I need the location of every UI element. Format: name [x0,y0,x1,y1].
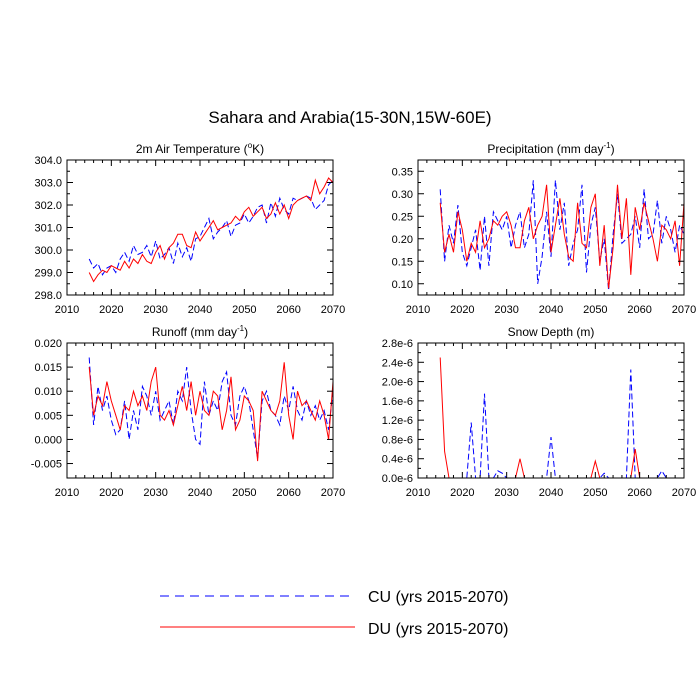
snow-depth-x-tick-label: 2030 [494,487,518,499]
snow-depth-x-tick-label: 2070 [672,487,696,499]
temperature-x-tick-label: 2060 [276,304,300,316]
temperature-panel: 2m Air Temperature (oK) 2010 2020 2030 2040 2… [34,141,345,316]
temperature-x-tick-label: 2050 [232,304,256,316]
precipitation-x-tick-label: 2030 [494,304,518,316]
snow-depth-y-tick-label: 0.0e-6 [382,473,413,485]
precipitation-y-tick-label: 0.20 [392,234,413,246]
runoff-y-tick-label: -0.005 [31,459,62,471]
temperature-y-tick-label: 298.0 [34,290,62,302]
runoff-x-tick-label: 2010 [55,487,79,499]
snow-depth-series-group [439,357,684,478]
precipitation-plot-frame [417,159,685,296]
snow-depth-panel: Snow Depth (m) 2010 2020 2030 2040 2050 2060 20… [382,325,696,499]
legend: CU (yrs 2015-2070) DU (yrs 2015-2070) [160,589,509,638]
runoff-y-tick-label: 0.010 [34,386,62,398]
legend-du-label: DU (yrs 2015-2070) [368,621,509,638]
snow-depth-y-tick-label: 2.0e-6 [382,377,413,389]
runoff-panel: Runoff (mm day-1) 2010 2020 2030 2040 2050 206… [31,324,345,499]
runoff-x-tick-label: 2070 [321,487,345,499]
precipitation-cu-line [439,180,684,291]
temperature-series-group [88,177,333,283]
temperature-x-tick-label: 2030 [143,304,167,316]
precipitation-du-line [439,184,684,289]
snow-depth-y-tick-label: 2.4e-6 [382,357,413,369]
runoff-plot-frame [66,342,334,479]
precipitation-y-tick-label: 0.15 [392,256,413,268]
precipitation-x-tick-label: 2050 [583,304,607,316]
temperature-y-tick-label: 300.0 [34,245,62,257]
temperature-cu-line [88,179,333,276]
snow-depth-x-tick-label: 2050 [583,487,607,499]
temperature-y-tick-label: 301.0 [34,223,62,235]
precipitation-y-tick-label: 0.25 [392,211,413,223]
snow-depth-x-tick-label: 2060 [627,487,651,499]
snow-depth-y-tick-label: 0.8e-6 [382,434,413,446]
snow-depth-y-tick-label: 1.2e-6 [382,415,413,427]
precipitation-x-tick-label: 2070 [672,304,696,316]
runoff-y-tick-label: 0.020 [34,338,62,350]
snow-depth-panel-title: Snow Depth (m) [508,325,595,339]
temperature-y-tick-label: 304.0 [34,155,62,167]
temperature-y-tick-label: 299.0 [34,268,62,280]
precipitation-x-tick-label: 2040 [539,304,563,316]
temperature-panel-title: 2m Air Temperature (oK) [136,141,264,156]
snow-depth-x-tick-label: 2010 [406,487,430,499]
runoff-x-tick-label: 2060 [276,487,300,499]
temperature-plot-frame [66,159,334,296]
temperature-du-line [88,177,333,283]
runoff-cu-line [88,357,333,459]
runoff-y-tick-label: 0.000 [34,434,62,446]
snow-depth-du-line [439,357,684,478]
runoff-x-tick-label: 2050 [232,487,256,499]
precipitation-x-tick-label: 2060 [627,304,651,316]
precipitation-y-tick-label: 0.10 [392,279,413,291]
temperature-x-tick-label: 2040 [188,304,212,316]
runoff-y-tick-label: 0.015 [34,362,62,374]
snow-depth-y-tick-label: 1.6e-6 [382,396,413,408]
temperature-x-tick-label: 2010 [55,304,79,316]
runoff-x-tick-label: 2030 [143,487,167,499]
temperature-y-tick-label: 302.0 [34,200,62,212]
precipitation-x-tick-label: 2010 [406,304,430,316]
runoff-x-tick-label: 2040 [188,487,212,499]
runoff-panel-title: Runoff (mm day-1) [152,324,248,339]
snow-depth-x-tick-label: 2040 [539,487,563,499]
snow-depth-y-tick-label: 0.4e-6 [382,454,413,466]
precipitation-panel-title: Precipitation (mm day-1) [487,141,614,156]
precipitation-x-tick-label: 2020 [450,304,474,316]
runoff-du-line [88,362,333,462]
snow-depth-y-tick-label: 2.8e-6 [382,338,413,350]
runoff-y-tick-label: 0.005 [34,410,62,422]
legend-cu-label: CU (yrs 2015-2070) [368,589,509,606]
precipitation-y-tick-label: 0.35 [392,166,413,178]
figure-title: Sahara and Arabia(15-30N,15W-60E) [208,108,491,127]
precipitation-y-tick-label: 0.30 [392,189,413,201]
snow-depth-cu-line [440,369,684,478]
temperature-y-tick-label: 303.0 [34,178,62,190]
precipitation-series-group [439,180,684,291]
panels: 2m Air Temperature (oK) 2010 2020 2030 2040 2… [31,141,696,499]
precipitation-panel: Precipitation (mm day-1) 2010 2020 2030 2040… [392,141,697,316]
snow-depth-x-tick-label: 2020 [450,487,474,499]
runoff-x-tick-label: 2020 [99,487,123,499]
temperature-x-tick-label: 2020 [99,304,123,316]
snow-depth-plot-frame [417,342,685,479]
runoff-series-group [88,357,333,462]
temperature-x-tick-label: 2070 [321,304,345,316]
